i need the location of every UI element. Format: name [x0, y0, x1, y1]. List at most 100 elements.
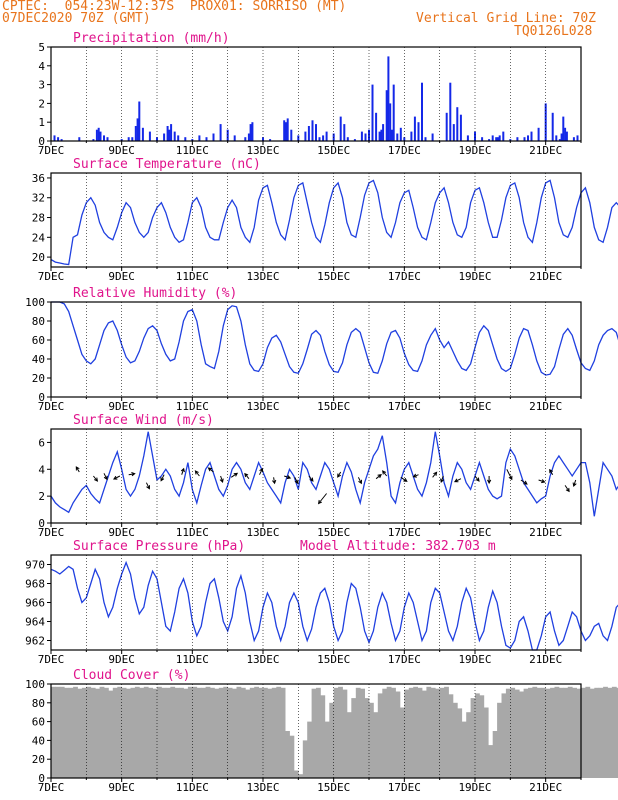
precip-bar — [421, 82, 423, 141]
y-tick-label: 24 — [32, 231, 46, 244]
cloud-bar — [408, 687, 414, 778]
cloud-bar — [558, 687, 564, 778]
cloud-bar — [108, 690, 114, 778]
cloud-bar — [360, 688, 365, 778]
wind-arrow — [112, 475, 121, 480]
precip-bar — [141, 127, 144, 141]
precip-bar — [99, 131, 102, 141]
x-tick-label: 15DEC — [317, 653, 350, 666]
cloud-bar — [532, 686, 538, 778]
cloud-bar — [130, 687, 136, 778]
cloud-bar — [311, 688, 317, 778]
precip-bar — [247, 133, 250, 141]
wind-arrow — [432, 471, 438, 478]
precip-bar — [456, 107, 459, 141]
cloud-bar — [143, 686, 149, 778]
precip-bar — [572, 137, 575, 141]
cloud-bar — [205, 686, 211, 778]
precip-bar — [251, 122, 254, 141]
cloud-bar — [139, 687, 145, 778]
precip-bar — [382, 124, 385, 141]
cloud-bar — [201, 687, 206, 778]
cloud-bar — [254, 686, 259, 778]
precip-bar — [527, 135, 529, 141]
cloud-bar — [391, 687, 396, 778]
precip-bar — [555, 135, 558, 141]
precip-bar — [403, 137, 406, 141]
precip-bar — [391, 129, 393, 141]
y-tick-label: 40 — [32, 734, 45, 747]
cloud-bar — [214, 688, 220, 778]
precip-bar — [481, 137, 484, 141]
precip-bar — [92, 139, 95, 141]
cloud-bar — [64, 687, 70, 778]
cloud-bar — [342, 689, 348, 778]
x-tick-label: 9DEC — [108, 270, 135, 283]
plot-frame — [50, 554, 582, 651]
cloud-bar — [528, 687, 533, 778]
precip-bar — [233, 135, 236, 141]
cloud-bar — [581, 687, 586, 778]
precip-bar — [244, 137, 247, 141]
cloud-bar — [351, 698, 357, 778]
cloud-bar — [117, 686, 123, 778]
precip-bar — [315, 124, 317, 141]
x-tick-label: 11DEC — [176, 781, 209, 794]
x-tick-label: 15DEC — [317, 144, 350, 157]
x-tick-label: 19DEC — [458, 144, 491, 157]
rh-line — [51, 301, 618, 376]
wind-arrow — [375, 474, 382, 480]
precip-bar — [297, 135, 300, 141]
cloud-bar — [603, 686, 608, 778]
wind-arrow — [506, 469, 513, 481]
cloud-bar — [263, 687, 268, 778]
precip-bar — [565, 131, 568, 141]
cloud-bar — [68, 687, 74, 778]
cloud-bar — [121, 687, 127, 778]
x-tick-label: 9DEC — [108, 400, 135, 413]
precip-bar — [452, 124, 455, 141]
cloud-bar — [488, 745, 494, 778]
y-tick-label: 0 — [38, 391, 45, 404]
x-tick-label: 7DEC — [38, 653, 65, 666]
cloud-bar — [245, 689, 251, 778]
precip-bar — [134, 126, 137, 141]
cloud-bar — [223, 686, 229, 778]
precip-bar — [551, 112, 554, 141]
cloud-bar — [417, 687, 423, 778]
precip-bar — [364, 133, 367, 141]
precip-bar — [283, 120, 286, 141]
precip-bar — [375, 112, 378, 141]
wind-arrow — [180, 467, 185, 475]
precip-bar — [106, 137, 109, 141]
precip-bar — [399, 127, 402, 141]
header-grid-line: Vertical Grid Line: 70Z — [416, 11, 597, 26]
cloud-bar — [73, 686, 78, 778]
panel-cloud: 0 20 40 60 80 100 7DEC 9DEC 11DEC 13DEC 15DEC 17DEC… — [25, 668, 618, 794]
y-tick-label: 60 — [32, 334, 45, 347]
y-tick-label: 0 — [38, 517, 45, 530]
cloud-bar — [293, 770, 299, 778]
cloud-bar — [329, 702, 335, 778]
cloud-bar — [572, 687, 577, 778]
wind-arrow — [128, 472, 136, 477]
cloud-bar — [258, 687, 264, 778]
cloud-bar — [232, 688, 237, 778]
x-tick-label: 21DEC — [529, 400, 562, 413]
header-model: TQ0126L028 — [514, 24, 593, 39]
x-tick-label: 15DEC — [317, 270, 350, 283]
precip-bar — [127, 137, 130, 141]
y-tick-label: 28 — [32, 212, 45, 225]
precip-bar — [431, 133, 434, 141]
cloud-bar — [475, 693, 480, 778]
x-tick-label: 19DEC — [458, 653, 491, 666]
cloud-bar — [134, 686, 140, 778]
cloud-bar — [497, 702, 502, 778]
wind-arrow — [538, 479, 546, 484]
cloud-bar — [373, 712, 379, 778]
cloud-bar — [271, 687, 277, 778]
precip-bar — [346, 137, 349, 141]
precip-bar — [360, 131, 363, 141]
cloud-bar — [59, 686, 65, 778]
